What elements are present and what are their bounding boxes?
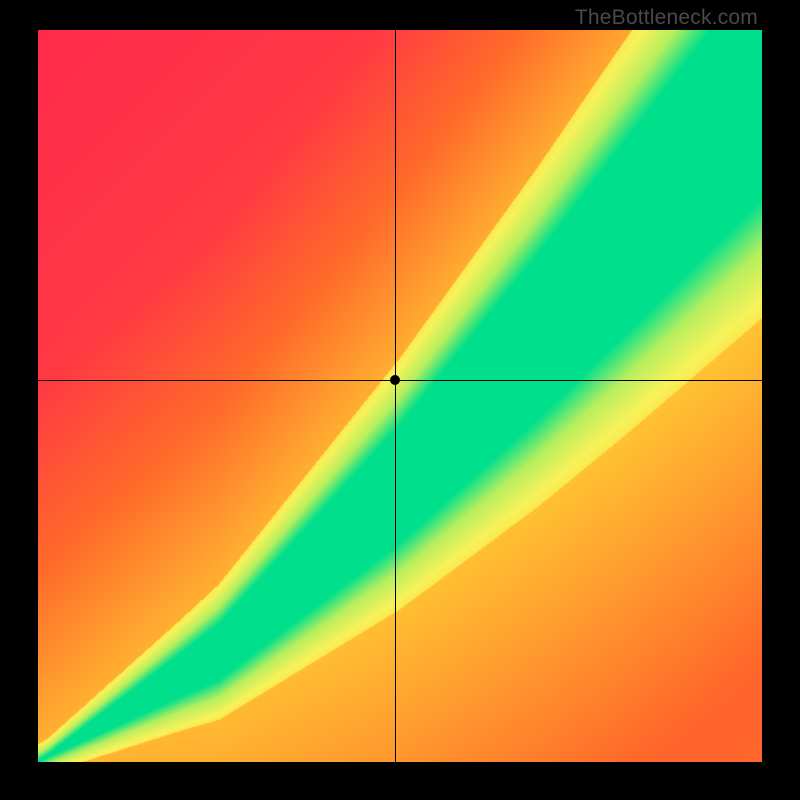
watermark-text: TheBottleneck.com: [575, 6, 758, 30]
crosshair-horizontal: [38, 380, 762, 381]
marker-dot: [390, 375, 400, 385]
crosshair-vertical: [395, 30, 396, 762]
plot-area: [38, 30, 762, 762]
bottleneck-heatmap: [38, 30, 762, 762]
